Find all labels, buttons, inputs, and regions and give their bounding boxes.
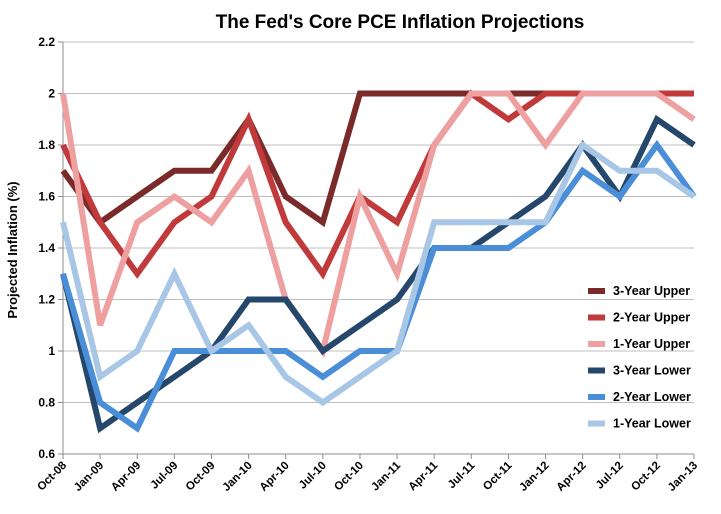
legend-label-2-year-lower: 2-Year Lower [613, 390, 691, 404]
series-line-2-year-lower [60, 139, 697, 433]
series-line-1-year-lower [60, 140, 696, 407]
series-line-3-year-lower [60, 114, 696, 434]
series-lines [60, 89, 697, 434]
y-tick-label: 1.4 [38, 241, 55, 255]
x-tick-label: Apr-12 [555, 460, 589, 494]
x-tick-label: Jul-12 [594, 460, 626, 492]
x-tick-label: Jan-11 [369, 459, 403, 493]
x-tick-label: Oct-11 [481, 459, 515, 493]
x-tick-label: Oct-12 [629, 460, 663, 494]
y-tick-label: 2.2 [38, 35, 55, 49]
chart-title: The Fed's Core PCE Inflation Projections [216, 12, 585, 33]
gridlines [63, 41, 694, 455]
x-tick-label: Jan-10 [220, 460, 254, 494]
legend-label-3-year-lower: 3-Year Lower [613, 364, 691, 378]
y-tick-label: 1.8 [38, 138, 55, 152]
x-tick-label: Oct-10 [332, 460, 366, 494]
y-tick-label: 1.2 [38, 293, 55, 307]
series-line-1-year-upper [60, 90, 696, 359]
x-tick-label: Jan-13 [666, 460, 700, 494]
legend-label-1-year-upper: 1-Year Upper [613, 337, 690, 351]
x-tick-label: Apr-10 [258, 460, 292, 494]
y-tick-label: 0.6 [38, 447, 55, 461]
y-tick-label: 1 [48, 344, 55, 358]
x-tick-label: Jul-09 [148, 460, 180, 492]
legend: 3-Year Upper 2-Year Upper 1-Year Upper 3-Ye… [588, 284, 691, 431]
x-tick-label: Oct-08 [35, 459, 69, 493]
y-tick-label: 0.8 [38, 396, 55, 410]
x-tick-label: Apr-11 [407, 459, 441, 493]
x-tick-label: Jul-11 [446, 459, 478, 491]
legend-label-3-year-upper: 3-Year Upper [613, 284, 690, 298]
x-tick-label: Jan-12 [517, 460, 551, 494]
y-tick-label: 1.6 [38, 190, 55, 204]
x-tick-label: Jul-10 [297, 460, 329, 492]
x-tick-label: Apr-09 [109, 460, 143, 494]
y-tick-label: 2 [48, 87, 55, 101]
legend-label-1-year-lower: 1-Year Lower [613, 417, 691, 431]
y-axis-label: Projected Inflation (%) [5, 181, 20, 318]
x-tick-label: Jan-09 [72, 460, 106, 494]
legend-label-2-year-upper: 2-Year Upper [613, 311, 690, 325]
x-tick-label: Oct-09 [184, 460, 218, 494]
